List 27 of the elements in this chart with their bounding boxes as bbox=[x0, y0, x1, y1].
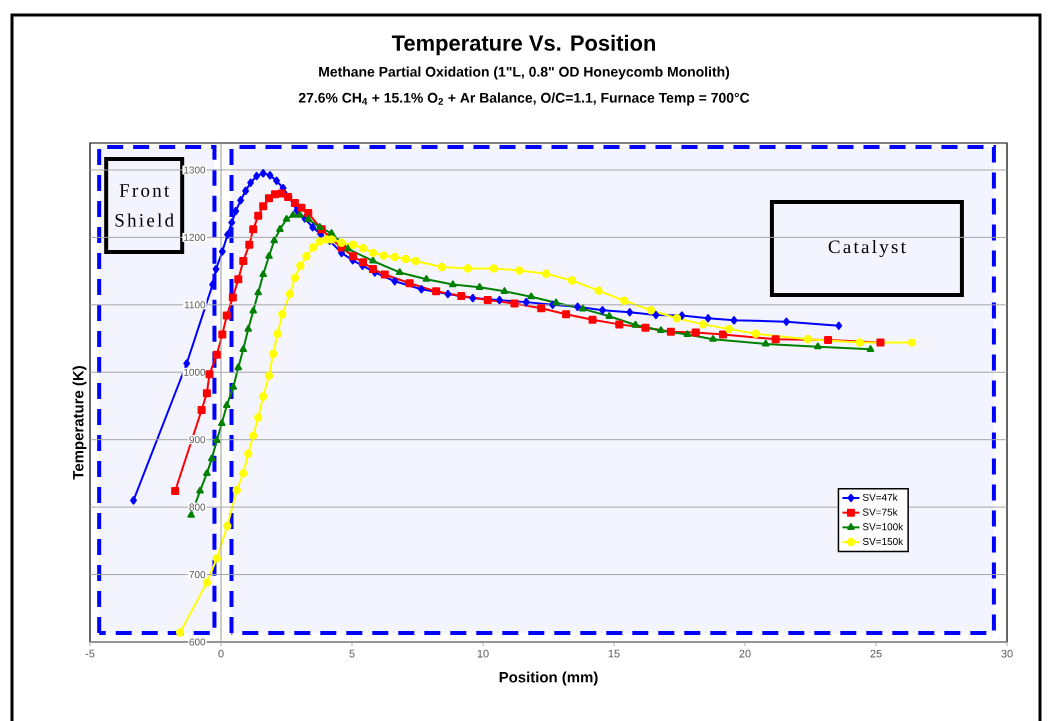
x-tick-label: 25 bbox=[870, 649, 882, 658]
legend-label: SV=75k bbox=[862, 508, 898, 516]
y-tick-label: 1300 bbox=[184, 166, 206, 174]
y-tick-label: 1200 bbox=[184, 233, 206, 241]
legend-label: SV=47k bbox=[862, 493, 898, 501]
x-tick-label: 0 bbox=[218, 649, 224, 658]
text: 27.6% CH$_{4}$ + 15.1% O$_{2}$ + Ar Balance, O/C=1.1, Furnace Temp = 700°C bbox=[298, 92, 750, 106]
y-tick-label: 1100 bbox=[184, 301, 206, 309]
x-axis-title: Position (mm) bbox=[499, 671, 598, 686]
y-tick-label: 800 bbox=[189, 503, 206, 511]
y-tick-label: 600 bbox=[189, 638, 206, 646]
y-axis-title: Temperature (K) bbox=[72, 366, 87, 480]
chart-subtitle: Methane Partial Oxidation (1"L, 0.8" OD Honeycomb Monolith) bbox=[319, 66, 730, 80]
x-tick-label: 10 bbox=[477, 649, 489, 658]
band-label: Front Shield bbox=[115, 184, 174, 227]
x-tick-label: 5 bbox=[349, 649, 355, 658]
x-tick-label: 30 bbox=[1001, 649, 1013, 658]
y-tick-label: 1000 bbox=[184, 368, 206, 376]
y-tick-label: 700 bbox=[189, 571, 206, 579]
y-tick-label: 900 bbox=[189, 436, 206, 444]
band-label: Catalyst bbox=[828, 239, 906, 258]
legend-label: SV=100k bbox=[862, 523, 904, 531]
x-tick-label: 20 bbox=[739, 649, 751, 658]
chart-title: Temperature Vs. Position bbox=[391, 34, 655, 56]
legend-label: SV=150k bbox=[862, 537, 904, 546]
x-tick-label: -5 bbox=[85, 649, 95, 658]
x-tick-label: 15 bbox=[608, 649, 620, 658]
